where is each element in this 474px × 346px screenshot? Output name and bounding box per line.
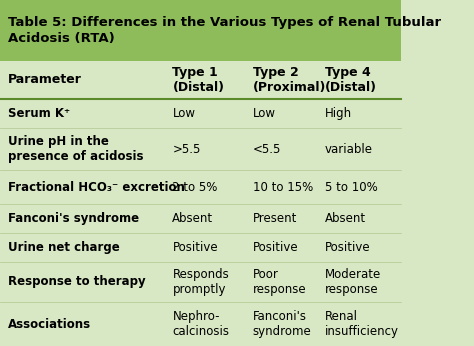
Text: Fractional HCO₃⁻ excretion: Fractional HCO₃⁻ excretion xyxy=(8,181,185,194)
Text: Type 1
(Distal): Type 1 (Distal) xyxy=(173,66,224,94)
Text: Low: Low xyxy=(173,107,195,120)
Text: Positive: Positive xyxy=(253,241,298,254)
Text: Responds
promptly: Responds promptly xyxy=(173,268,229,296)
Text: >5.5: >5.5 xyxy=(173,143,201,156)
Text: Parameter: Parameter xyxy=(8,73,82,86)
Text: Response to therapy: Response to therapy xyxy=(8,275,146,288)
Text: Poor
response: Poor response xyxy=(253,268,306,296)
Text: variable: variable xyxy=(325,143,373,156)
Text: High: High xyxy=(325,107,352,120)
Text: Renal
insufficiency: Renal insufficiency xyxy=(325,310,399,338)
Text: Present: Present xyxy=(253,212,297,225)
Text: Absent: Absent xyxy=(325,212,366,225)
Text: Low: Low xyxy=(253,107,275,120)
Text: Positive: Positive xyxy=(173,241,218,254)
Text: Type 2
(Proximal): Type 2 (Proximal) xyxy=(253,66,326,94)
Text: Urine net charge: Urine net charge xyxy=(8,241,120,254)
Text: Nephro-
calcinosis: Nephro- calcinosis xyxy=(173,310,229,338)
Text: 5 to 10%: 5 to 10% xyxy=(325,181,377,194)
Text: Absent: Absent xyxy=(173,212,213,225)
Text: Serum K⁺: Serum K⁺ xyxy=(8,107,70,120)
Text: 10 to 15%: 10 to 15% xyxy=(253,181,313,194)
Text: <5.5: <5.5 xyxy=(253,143,281,156)
Text: 2 to 5%: 2 to 5% xyxy=(173,181,218,194)
Text: Fanconi's
syndrome: Fanconi's syndrome xyxy=(253,310,311,338)
Text: Associations: Associations xyxy=(8,318,91,330)
Text: Positive: Positive xyxy=(325,241,370,254)
Text: Moderate
response: Moderate response xyxy=(325,268,381,296)
Text: Urine pH in the
presence of acidosis: Urine pH in the presence of acidosis xyxy=(8,135,144,163)
FancyBboxPatch shape xyxy=(0,0,401,61)
Text: Table 5: Differences in the Various Types of Renal Tubular
Acidosis (RTA): Table 5: Differences in the Various Type… xyxy=(8,16,441,45)
Text: Fanconi's syndrome: Fanconi's syndrome xyxy=(8,212,139,225)
Text: Type 4
(Distal): Type 4 (Distal) xyxy=(325,66,377,94)
